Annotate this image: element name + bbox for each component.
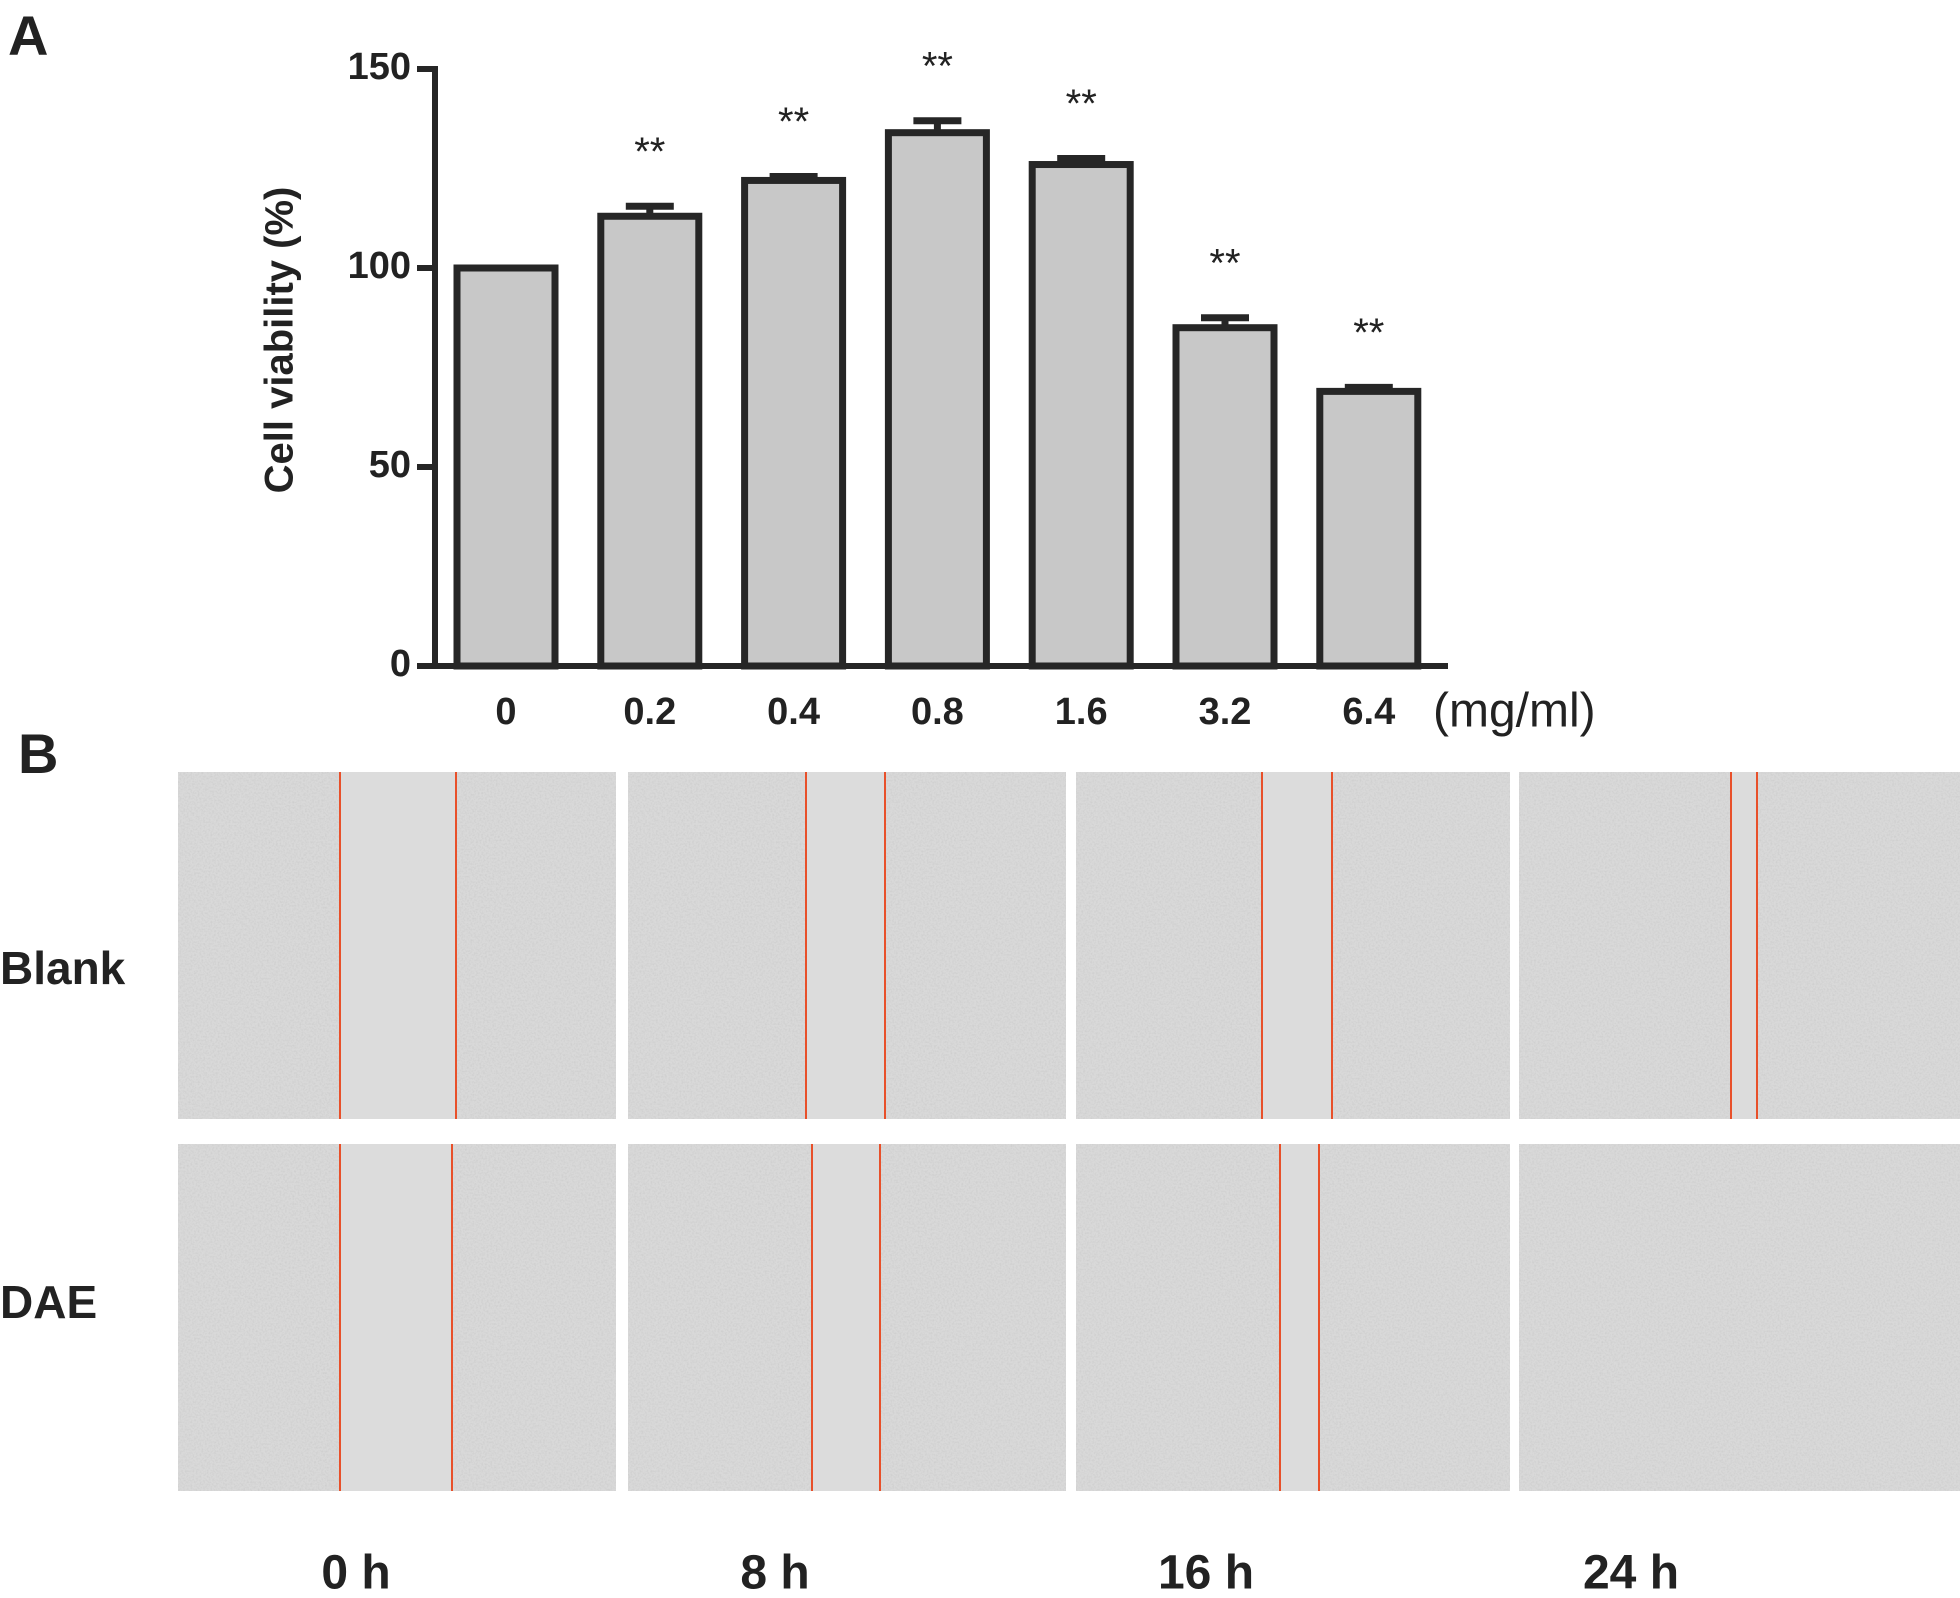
significance-label: ** xyxy=(1209,241,1240,285)
y-tick-label: 150 xyxy=(348,46,411,88)
micrograph xyxy=(178,772,616,1119)
column-label: 24 h xyxy=(1583,1547,1679,1598)
x-tick-label: 0.2 xyxy=(623,691,676,733)
wound-gap xyxy=(806,772,885,1119)
micrograph xyxy=(1076,1144,1510,1491)
x-tick-label: 1.6 xyxy=(1055,691,1108,733)
wound-gap xyxy=(812,1144,880,1491)
micrograph xyxy=(1519,1144,1960,1491)
micrograph xyxy=(1519,772,1960,1119)
y-tick-label: 100 xyxy=(348,245,411,287)
y-tick-label: 0 xyxy=(390,643,411,685)
significance-label: ** xyxy=(1066,82,1097,126)
x-tick-label: 3.2 xyxy=(1199,691,1252,733)
panel-label: B xyxy=(18,722,58,785)
column-label: 0 h xyxy=(321,1547,390,1598)
significance-label: ** xyxy=(1353,311,1384,355)
row-label: Blank xyxy=(0,942,126,994)
bar xyxy=(741,176,847,670)
wound-gap xyxy=(340,1144,452,1491)
bar xyxy=(453,264,559,670)
x-tick-label: 0 xyxy=(495,691,516,733)
row-label: DAE xyxy=(0,1276,97,1328)
panel-label: A xyxy=(8,4,48,67)
bar xyxy=(1172,324,1278,670)
wound-gap xyxy=(1262,772,1332,1119)
micrograph-texture xyxy=(1519,1144,1960,1491)
y-tick-label: 50 xyxy=(369,444,411,486)
micrograph xyxy=(178,1144,616,1491)
bar xyxy=(1028,161,1134,670)
micrograph xyxy=(628,772,1066,1119)
wound-gap xyxy=(1280,1144,1319,1491)
bar xyxy=(1316,387,1422,670)
wound-gap xyxy=(1731,772,1757,1119)
wound-gap xyxy=(340,772,456,1119)
significance-label: ** xyxy=(634,130,665,174)
x-tick-label: 0.4 xyxy=(767,691,820,733)
micrograph xyxy=(1076,772,1510,1119)
y-axis-label: Cell viability (%) xyxy=(258,187,302,494)
significance-label: ** xyxy=(778,100,809,144)
micrograph xyxy=(628,1144,1066,1491)
column-label: 8 h xyxy=(740,1547,809,1598)
significance-label: ** xyxy=(922,44,953,88)
column-label: 16 h xyxy=(1158,1547,1254,1598)
bar xyxy=(597,212,703,670)
bar xyxy=(884,129,990,670)
x-tick-label: 6.4 xyxy=(1342,691,1395,733)
x-unit-label: (mg/ml) xyxy=(1433,685,1596,738)
x-tick-label: 0.8 xyxy=(911,691,964,733)
